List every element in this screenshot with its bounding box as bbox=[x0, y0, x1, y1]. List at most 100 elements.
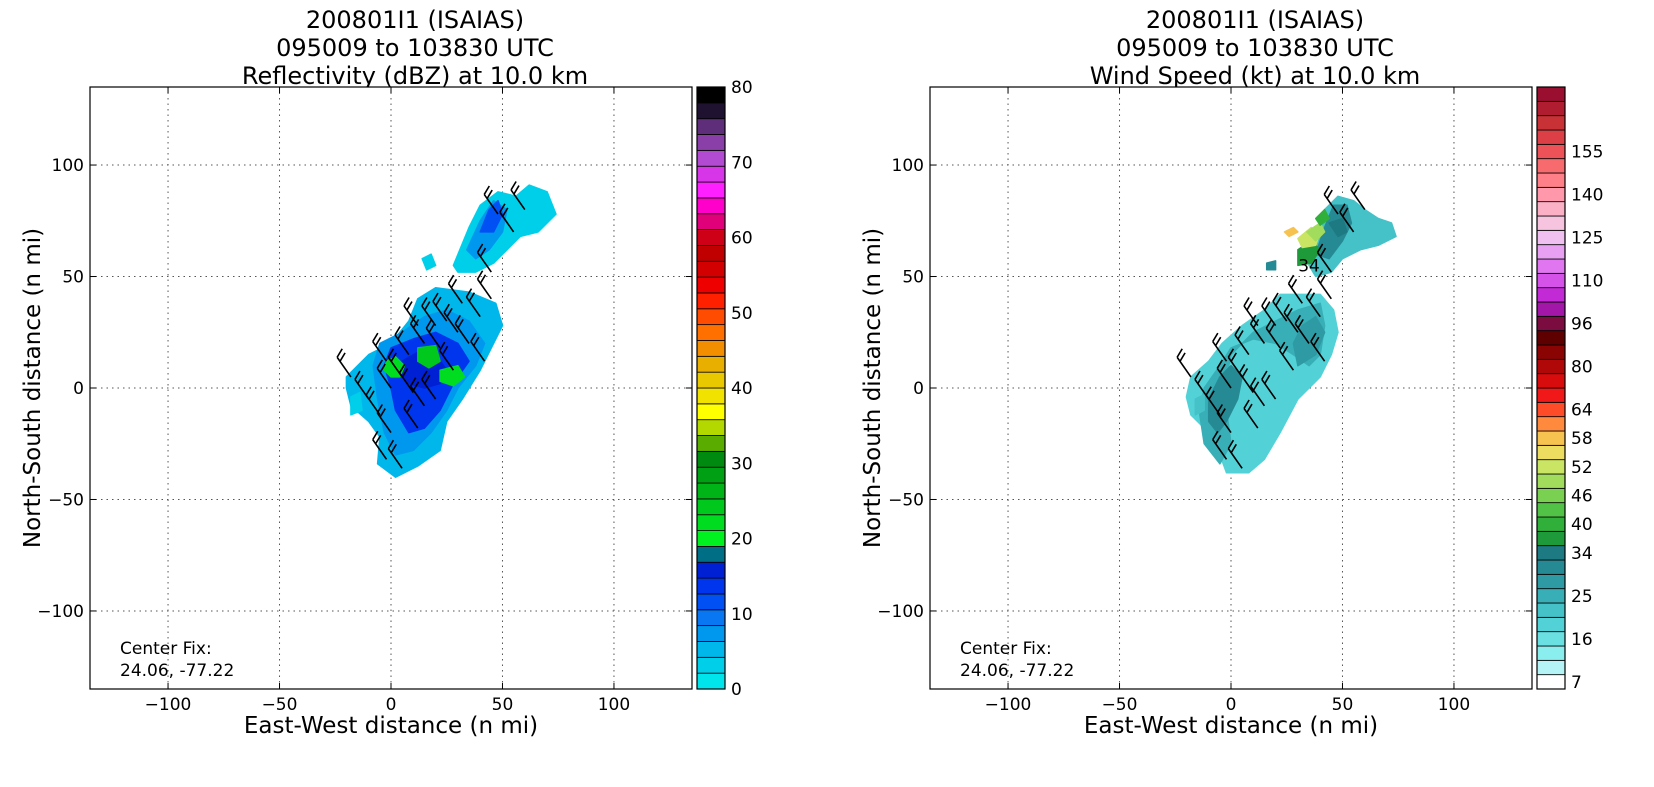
data-region bbox=[1306, 222, 1326, 242]
colorbar-segment bbox=[696, 118, 726, 135]
colorbar-segment bbox=[1536, 358, 1566, 375]
colorbar-segment bbox=[696, 165, 726, 183]
colorbar-segment bbox=[696, 213, 726, 230]
colorbar-segment bbox=[1536, 301, 1566, 317]
colorbar-segment bbox=[696, 355, 726, 373]
colorbar-tick-label: 46 bbox=[1571, 487, 1593, 507]
wind-barb bbox=[421, 297, 437, 327]
colorbar-segment bbox=[1536, 330, 1566, 346]
colorbar-segment bbox=[1536, 401, 1566, 418]
wind-barb bbox=[376, 359, 392, 389]
y-tick-label: 50 bbox=[62, 268, 84, 288]
y-tick-label: 100 bbox=[892, 156, 924, 176]
x-tick-label: 100 bbox=[598, 695, 630, 715]
colorbar-segment bbox=[696, 149, 726, 167]
colorbar: 0 10 20 30 40 50 60 70 80 bbox=[696, 78, 753, 700]
data-field bbox=[1176, 181, 1397, 474]
colorbar-segment bbox=[1536, 100, 1566, 117]
colorbar-tick-label: 125 bbox=[1571, 229, 1603, 249]
wind-barb bbox=[372, 430, 388, 460]
colorbar-tick-label: 58 bbox=[1571, 429, 1593, 449]
wind-barb bbox=[483, 185, 499, 215]
colorbar-segment bbox=[1536, 229, 1566, 246]
wind-barb bbox=[394, 326, 410, 356]
colorbar-segment bbox=[696, 229, 726, 246]
colorbar-tick-label: 64 bbox=[1571, 401, 1593, 421]
x-axis-label: East-West distance (n mi) bbox=[244, 713, 538, 739]
colorbar-segment bbox=[696, 324, 726, 341]
wind-barb bbox=[1278, 341, 1295, 371]
colorbar-frame bbox=[696, 86, 726, 690]
colorbar-segment bbox=[1536, 545, 1566, 561]
wind-barb bbox=[1212, 430, 1228, 460]
colorbar-segment bbox=[1536, 473, 1566, 489]
colorbar-tick-label: 70 bbox=[731, 153, 753, 173]
wind-barb bbox=[1261, 370, 1277, 400]
colorbar-segment bbox=[696, 498, 726, 516]
center-fix-label: Center Fix: bbox=[120, 639, 212, 659]
colorbar-segment bbox=[696, 308, 726, 326]
colorbar-segment bbox=[1536, 602, 1566, 618]
wind-barb bbox=[1350, 181, 1366, 211]
data-region bbox=[421, 253, 437, 271]
colorbar-tick-label: 80 bbox=[1571, 358, 1593, 378]
colorbar-tick-label: 60 bbox=[731, 229, 753, 249]
data-region bbox=[479, 199, 504, 233]
title-line-2: 095009 to 103830 UTC bbox=[276, 34, 554, 62]
wind-barb bbox=[409, 377, 426, 407]
wind-barb bbox=[1249, 377, 1266, 407]
x-tick-label: 50 bbox=[1332, 695, 1354, 715]
colorbar-segment bbox=[696, 197, 726, 215]
wind-barb bbox=[438, 341, 455, 371]
colorbar-segment bbox=[1536, 430, 1566, 446]
colorbar: 7 16 25 34 40 46 52 58 64 80 96 110 125 140 155 bbox=[1536, 86, 1603, 693]
colorbar-segment bbox=[696, 593, 726, 611]
colorbar-segment bbox=[1536, 631, 1566, 647]
wind-barb bbox=[465, 288, 481, 318]
colorbar-segment bbox=[1536, 530, 1566, 547]
wind-barb bbox=[398, 363, 414, 393]
colorbar-segment bbox=[696, 514, 726, 531]
colorbar-tick-label: 110 bbox=[1571, 272, 1603, 292]
colorbar-tick-label: 96 bbox=[1571, 315, 1593, 335]
colorbar-segment bbox=[696, 435, 726, 452]
y-tick-label: 100 bbox=[52, 156, 84, 176]
wind-barb bbox=[387, 439, 403, 469]
colorbar-tick-label: 7 bbox=[1571, 673, 1582, 693]
colorbar-segment bbox=[1536, 373, 1566, 389]
title-line-1: 200801I1 (ISAIAS) bbox=[305, 6, 525, 34]
colorbar-segment bbox=[696, 450, 726, 468]
y-tick-label: −100 bbox=[877, 602, 924, 622]
wind-barb bbox=[499, 203, 515, 233]
colorbar-segment bbox=[696, 466, 726, 484]
colorbar-tick-label: 10 bbox=[731, 605, 753, 625]
wind-barb bbox=[403, 297, 419, 327]
colorbar-segment bbox=[1536, 516, 1566, 532]
left-panel: 200801I1 (ISAIAS) 095009 to 103830 UTC R… bbox=[20, 6, 753, 739]
wind-speed-chart: 34 −100 −50 0 50 100 −100 −50 0 50 100 East-West di… bbox=[860, 86, 1603, 739]
colorbar-segment bbox=[1536, 573, 1566, 590]
x-tick-label: 0 bbox=[1226, 695, 1237, 715]
wind-barb bbox=[1316, 243, 1332, 273]
colorbar-segment bbox=[696, 656, 726, 674]
wind-barb bbox=[336, 348, 352, 378]
colorbar-segment bbox=[696, 672, 726, 690]
wind-barb bbox=[425, 319, 441, 349]
wind-barb bbox=[421, 370, 437, 400]
colorbar-tick-label: 80 bbox=[731, 78, 753, 98]
y-axis-label: North-South distance (n mi) bbox=[860, 228, 886, 548]
colorbar-segment bbox=[696, 625, 726, 642]
data-region bbox=[1207, 364, 1243, 434]
colorbar-segment bbox=[696, 546, 726, 563]
wind-barb bbox=[1243, 297, 1259, 327]
colorbar-segment bbox=[1536, 158, 1566, 174]
wind-barb bbox=[376, 404, 392, 434]
colorbar-segment bbox=[1536, 244, 1566, 260]
colorbar-segment bbox=[696, 276, 726, 294]
wind-barb bbox=[1310, 332, 1326, 362]
colorbar-segment bbox=[1536, 272, 1566, 289]
wind-barb bbox=[1243, 399, 1259, 429]
wind-barb bbox=[1234, 326, 1250, 356]
wind-barb bbox=[1238, 363, 1254, 393]
colorbar-segment bbox=[1536, 115, 1566, 131]
